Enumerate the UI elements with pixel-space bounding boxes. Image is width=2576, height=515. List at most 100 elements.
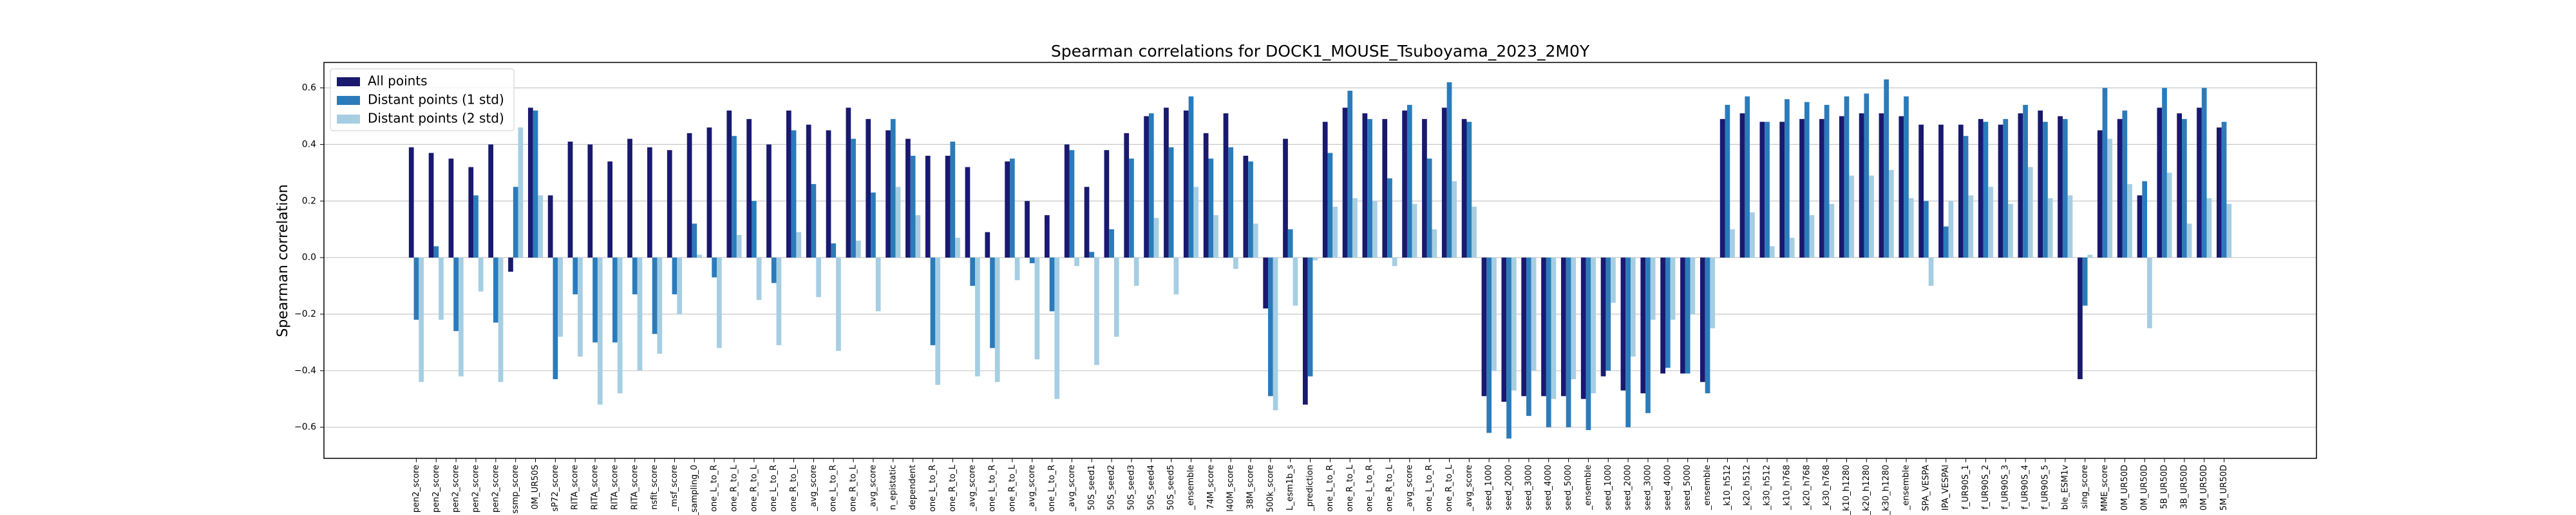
bar bbox=[1566, 258, 1571, 427]
bar bbox=[890, 118, 896, 258]
x-tick-label: _k30_h1280 bbox=[1882, 465, 1891, 515]
bar bbox=[433, 246, 439, 258]
bar bbox=[1148, 113, 1154, 258]
bar bbox=[538, 195, 544, 258]
bar bbox=[2226, 203, 2232, 258]
bar bbox=[627, 138, 632, 258]
bar bbox=[518, 127, 524, 258]
bar bbox=[1283, 138, 1288, 258]
x-tick-label: seed_1000 bbox=[1604, 465, 1613, 510]
bar bbox=[994, 258, 1000, 382]
bar bbox=[1228, 147, 1234, 258]
bar bbox=[1303, 258, 1308, 405]
x-tick-label: seed_4000 bbox=[1663, 465, 1672, 510]
bar bbox=[1586, 258, 1591, 431]
x-tick-label: ble_ESM1v bbox=[2060, 465, 2070, 510]
bar bbox=[652, 258, 658, 334]
bar bbox=[1113, 258, 1119, 337]
bar bbox=[1481, 258, 1487, 397]
bar bbox=[970, 258, 976, 286]
bar bbox=[553, 258, 558, 379]
bar bbox=[587, 144, 593, 258]
bar bbox=[1104, 150, 1110, 258]
bar bbox=[1342, 108, 1348, 258]
bar bbox=[1859, 113, 1864, 258]
bar bbox=[1546, 258, 1551, 427]
bar bbox=[2008, 203, 2013, 258]
x-tick-label: IPA_VESPAl bbox=[1941, 465, 1951, 510]
bar bbox=[508, 258, 513, 272]
bar bbox=[1461, 118, 1467, 258]
bar bbox=[1168, 147, 1174, 258]
x-tick-label: one_R_to_L bbox=[1385, 464, 1394, 512]
bar bbox=[1571, 258, 1577, 379]
x-tick-label: RITA_score bbox=[630, 465, 639, 510]
bar bbox=[592, 258, 598, 342]
bar bbox=[617, 258, 623, 393]
x-tick-label: 50S_seed1 bbox=[1087, 465, 1097, 510]
x-tick-label: pen2_score bbox=[491, 465, 500, 512]
bar bbox=[1620, 258, 1626, 391]
x-tick-label: nsfit_score bbox=[650, 465, 659, 510]
bar bbox=[2216, 127, 2222, 258]
x-tick-label: 5B_UR50D bbox=[2160, 465, 2170, 509]
bar bbox=[1327, 153, 1333, 258]
bar bbox=[766, 144, 772, 258]
bar bbox=[1307, 258, 1313, 377]
bar bbox=[2177, 113, 2183, 258]
bar bbox=[1785, 99, 1790, 258]
bar bbox=[1044, 215, 1050, 258]
x-tick-label: 0M_UR50S bbox=[531, 465, 540, 509]
bar bbox=[2097, 130, 2103, 258]
bar bbox=[1978, 118, 1984, 258]
bar bbox=[1293, 258, 1298, 306]
x-tick-label: 50S_seed5 bbox=[1166, 465, 1176, 510]
bar bbox=[1660, 258, 1665, 374]
bar bbox=[1233, 258, 1238, 269]
bar bbox=[930, 258, 936, 346]
bar bbox=[677, 258, 683, 314]
bar bbox=[831, 243, 837, 258]
bar bbox=[2157, 108, 2163, 258]
bar bbox=[1273, 258, 1278, 411]
y-tick-label: 0.2 bbox=[302, 196, 316, 206]
x-tick-label: t_sampling_0 bbox=[690, 465, 699, 515]
bar bbox=[1402, 110, 1407, 258]
y-tick-label: −0.4 bbox=[294, 366, 316, 376]
bar bbox=[905, 138, 911, 258]
bar bbox=[428, 153, 434, 258]
bar bbox=[1690, 258, 1696, 314]
bar bbox=[751, 201, 757, 258]
y-tick-label: −0.2 bbox=[294, 309, 316, 319]
legend-label: Distant points (1 std) bbox=[368, 92, 504, 108]
bar bbox=[1625, 258, 1631, 427]
bar bbox=[1412, 203, 1417, 258]
bar bbox=[791, 130, 797, 258]
bar bbox=[1268, 258, 1273, 397]
x-tick-label: one_L_to_R bbox=[829, 465, 838, 512]
bar bbox=[692, 223, 697, 258]
bar bbox=[547, 195, 553, 258]
plot-frame bbox=[323, 62, 2317, 459]
x-tick-label: one_R_to_L bbox=[1345, 464, 1355, 512]
bar bbox=[2023, 104, 2028, 258]
x-tick-label: one_L_to_R bbox=[1425, 465, 1434, 512]
bar bbox=[925, 155, 931, 258]
bar bbox=[1551, 258, 1557, 399]
legend-label: Distant points (2 std) bbox=[368, 111, 504, 126]
bar bbox=[488, 144, 493, 258]
bar bbox=[990, 258, 995, 348]
bar bbox=[2003, 118, 2009, 258]
bar bbox=[1988, 187, 1993, 258]
x-tick-label: one_L_to_R bbox=[928, 465, 938, 512]
bar bbox=[806, 124, 811, 258]
bar bbox=[687, 133, 692, 258]
bar bbox=[1998, 124, 2003, 258]
bar bbox=[1750, 212, 1755, 258]
bar bbox=[1367, 118, 1372, 258]
bar bbox=[950, 142, 956, 258]
bar bbox=[1759, 122, 1765, 258]
bar bbox=[732, 136, 737, 258]
bar bbox=[473, 195, 478, 258]
x-tick-label: _msf_score bbox=[670, 465, 679, 512]
